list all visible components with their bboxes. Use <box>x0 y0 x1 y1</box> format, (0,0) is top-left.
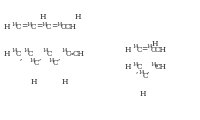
Text: 14: 14 <box>48 57 54 63</box>
Text: H: H <box>61 78 68 86</box>
Text: ,: , <box>146 66 149 74</box>
Text: 14: 14 <box>11 21 17 27</box>
Text: 14: 14 <box>145 45 152 49</box>
Text: ": " <box>69 52 72 60</box>
Text: C: C <box>16 23 21 31</box>
Text: H: H <box>74 13 81 21</box>
Text: H: H <box>4 50 10 58</box>
Text: C: C <box>47 50 52 58</box>
Text: 14: 14 <box>29 57 35 63</box>
Text: H: H <box>124 63 131 71</box>
Text: H: H <box>139 90 146 98</box>
Text: C: C <box>16 50 21 58</box>
Text: 14: 14 <box>131 45 138 49</box>
Text: =: = <box>21 22 27 30</box>
Text: ,: , <box>20 53 22 61</box>
Text: ,: , <box>58 53 60 61</box>
Text: H: H <box>124 46 131 54</box>
Text: 14: 14 <box>11 48 17 54</box>
Text: H: H <box>40 13 46 21</box>
Text: ,: , <box>39 53 41 61</box>
Text: =: = <box>36 22 42 30</box>
Text: C: C <box>136 46 142 54</box>
Text: 14: 14 <box>26 21 32 27</box>
Text: H: H <box>4 23 10 31</box>
Text: C: C <box>142 72 148 80</box>
Text: ,: , <box>135 66 138 74</box>
Text: 14: 14 <box>61 48 67 54</box>
Text: 14: 14 <box>137 71 144 75</box>
Text: C: C <box>61 23 66 31</box>
Text: 14: 14 <box>131 61 138 66</box>
Text: =: = <box>51 22 57 30</box>
Text: 14: 14 <box>149 61 156 66</box>
Text: C: C <box>136 63 142 71</box>
Text: 14: 14 <box>56 21 62 27</box>
Text: C: C <box>34 59 39 67</box>
Text: C: C <box>46 23 51 31</box>
Text: 14: 14 <box>41 21 47 27</box>
Text: CH: CH <box>73 50 85 58</box>
Text: C: C <box>28 50 33 58</box>
Text: H: H <box>31 78 37 86</box>
Text: =: = <box>140 45 147 53</box>
Text: CH: CH <box>65 23 77 31</box>
Text: C: C <box>53 59 58 67</box>
Text: CH: CH <box>154 63 166 71</box>
Text: 14: 14 <box>23 48 29 54</box>
Text: CH: CH <box>154 46 166 54</box>
Text: ": " <box>153 64 157 72</box>
Text: 14: 14 <box>42 48 48 54</box>
Text: C: C <box>66 50 71 58</box>
Text: H: H <box>151 40 157 48</box>
Text: C: C <box>31 23 36 31</box>
Text: C: C <box>150 46 156 54</box>
